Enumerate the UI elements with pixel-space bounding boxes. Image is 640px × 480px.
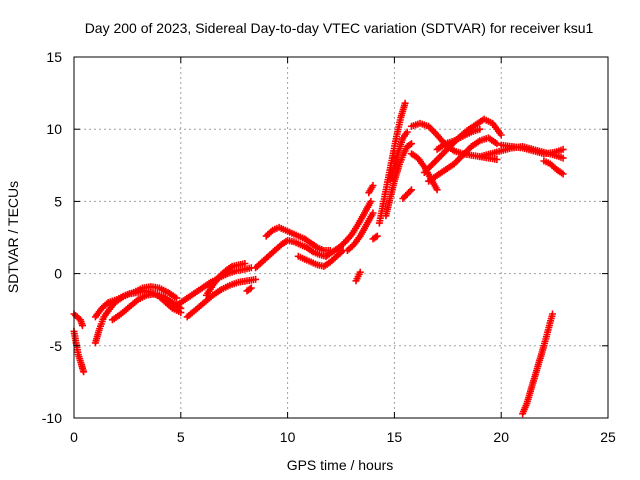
series-arc-15 [352, 268, 364, 285]
data-point [559, 145, 567, 153]
data-point [80, 368, 88, 376]
series-arc-13 [322, 197, 375, 260]
y-tick-label: 10 [46, 121, 62, 137]
y-axis-label: SDTVAR / TECUs [5, 181, 21, 293]
data-point [476, 125, 484, 133]
data-point [252, 275, 260, 283]
data-point [406, 187, 414, 195]
y-tick-label: 15 [46, 49, 62, 65]
series-arc-11 [262, 223, 334, 254]
data-point [497, 131, 505, 139]
data-point [493, 156, 501, 163]
series-arc-5 [108, 290, 185, 324]
axis-ticks: 0 5 10 15 20 25 -10 -5 0 5 10 15 [42, 49, 616, 445]
data-point [406, 141, 414, 149]
series-arc-10 [252, 236, 330, 272]
data-point [369, 182, 377, 189]
plot-frame [73, 56, 609, 419]
series-arc-26 [433, 125, 484, 153]
series-arc-20 [386, 128, 411, 184]
data-point [433, 186, 441, 194]
y-tick-label: 0 [54, 266, 62, 282]
series-arc-24 [420, 115, 505, 176]
data-point [559, 170, 567, 178]
data-point [373, 232, 381, 240]
series-arc-9 [243, 284, 255, 295]
data-point [241, 260, 249, 267]
x-tick-label: 5 [177, 429, 185, 445]
data-point [403, 128, 411, 136]
series-arc-25 [425, 134, 501, 185]
x-tick-label: 25 [600, 429, 616, 445]
data-point [493, 140, 501, 148]
data-point [79, 322, 86, 330]
data-points [70, 99, 567, 418]
data-point [372, 233, 380, 241]
x-axis-label: GPS time / hours [287, 457, 394, 473]
data-point [408, 140, 415, 148]
data-point [559, 154, 567, 162]
data-point [177, 304, 185, 312]
grid-lines [74, 57, 608, 418]
series-arc-8 [202, 260, 249, 299]
data-point [367, 197, 375, 205]
data-point [369, 209, 377, 217]
data-point [356, 268, 364, 276]
data-point [173, 294, 180, 302]
y-tick-label: -5 [50, 338, 63, 354]
series-arc-2 [70, 327, 88, 376]
y-tick-label: 5 [54, 193, 62, 209]
series-arc-17 [369, 232, 381, 243]
data-point [408, 186, 415, 194]
x-tick-label: 10 [280, 429, 296, 445]
y-tick-label: -10 [42, 410, 62, 426]
series-arc-18 [375, 99, 409, 227]
series-arc-12 [294, 247, 347, 270]
series-arc-28 [497, 141, 567, 158]
series-arc-14 [343, 209, 377, 254]
x-tick-label: 15 [387, 429, 403, 445]
series-arc-4 [91, 283, 180, 321]
series-arc-16 [365, 182, 377, 197]
x-tick-label: 0 [70, 429, 78, 445]
chart-title: Day 200 of 2023, Sidereal Day-to-day VTE… [85, 20, 594, 36]
x-tick-label: 20 [493, 429, 509, 445]
data-point [246, 285, 254, 293]
series-arc-30 [519, 310, 556, 418]
data-point [247, 284, 255, 292]
data-point [401, 99, 409, 107]
series-arc-21 [399, 186, 415, 202]
data-point [549, 310, 556, 318]
series-arc-29 [540, 157, 567, 178]
series-arc-7 [183, 275, 260, 321]
series-arc-1 [70, 310, 86, 330]
